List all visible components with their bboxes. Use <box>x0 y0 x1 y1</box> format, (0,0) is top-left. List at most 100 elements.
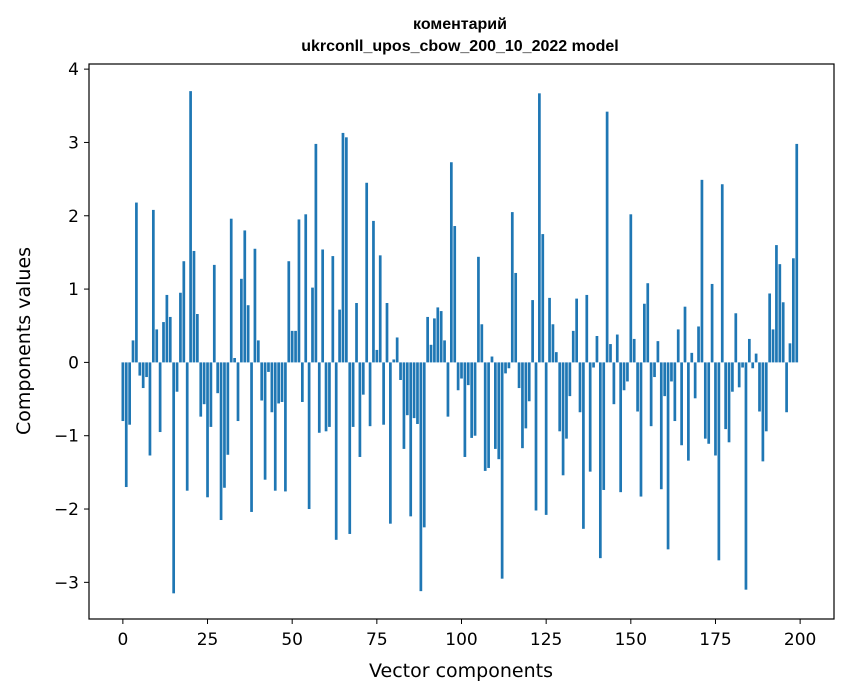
bar-191 <box>768 293 772 363</box>
bar-0 <box>121 362 125 422</box>
bar-36 <box>243 230 247 363</box>
x-tick-label-150: 150 <box>615 630 647 650</box>
bar-156 <box>649 362 653 427</box>
bar-146 <box>615 334 619 363</box>
y-tick-label-4: 4 <box>68 60 79 80</box>
bar-101 <box>463 362 467 457</box>
y-axis-ticks: −3 −2 −1 0 1 2 3 4 <box>54 60 89 593</box>
bar-105 <box>477 256 480 363</box>
bar-140 <box>595 336 599 363</box>
bar-75 <box>375 349 379 363</box>
bar-131 <box>565 362 568 439</box>
bar-52 <box>297 219 301 363</box>
bar-78 <box>385 303 389 363</box>
x-tick-label-0: 0 <box>117 630 128 650</box>
bar-28 <box>216 362 220 394</box>
bar-157 <box>653 362 656 378</box>
bar-162 <box>670 362 673 382</box>
bar-117 <box>517 362 521 389</box>
bar-71 <box>361 362 365 395</box>
bar-104 <box>473 362 477 436</box>
bar-133 <box>571 330 575 363</box>
bar-33 <box>233 358 236 363</box>
y-tick-label-2: 2 <box>68 207 79 227</box>
bar-195 <box>781 302 785 363</box>
bar-119 <box>524 362 528 429</box>
bar-124 <box>541 234 545 363</box>
bar-24 <box>202 362 206 405</box>
bar-47 <box>280 362 284 402</box>
bar-14 <box>168 316 172 363</box>
bar-38 <box>250 362 253 512</box>
bar-128 <box>554 352 558 363</box>
bar-161 <box>666 362 670 550</box>
bar-57 <box>314 143 318 363</box>
bar-8 <box>148 362 152 456</box>
bar-85 <box>409 362 413 517</box>
bar-196 <box>785 362 788 413</box>
bar-29 <box>219 362 223 521</box>
bar-197 <box>788 343 792 363</box>
bar-136 <box>582 362 585 529</box>
bar-142 <box>602 362 606 490</box>
bar-90 <box>426 316 429 363</box>
bar-112 <box>500 362 504 579</box>
bar-41 <box>260 362 264 401</box>
bar-130 <box>561 362 565 476</box>
bar-83 <box>402 362 406 449</box>
bar-67 <box>348 362 352 534</box>
x-tick-label-100: 100 <box>445 630 477 650</box>
bar-127 <box>551 324 555 363</box>
bar-95 <box>443 340 446 363</box>
bars-group <box>121 91 799 594</box>
bar-50 <box>290 330 294 363</box>
bar-188 <box>758 362 761 412</box>
bar-76 <box>378 255 382 363</box>
bar-134 <box>575 298 578 363</box>
bar-149 <box>626 362 629 382</box>
bar-88 <box>419 362 423 592</box>
bar-110 <box>494 362 497 449</box>
bar-150 <box>629 214 633 363</box>
bar-22 <box>196 314 199 363</box>
bar-49 <box>287 261 291 363</box>
bar-59 <box>321 249 325 363</box>
bar-164 <box>676 329 680 363</box>
x-tick-label-50: 50 <box>281 630 303 650</box>
y-tick-label-0: 0 <box>68 353 79 373</box>
bar-108 <box>487 362 490 468</box>
bar-199 <box>795 143 799 363</box>
bar-9 <box>151 209 155 363</box>
bar-106 <box>480 324 484 363</box>
bar-62 <box>331 256 335 363</box>
bar-60 <box>324 362 328 432</box>
bar-169 <box>693 362 697 399</box>
bar-48 <box>284 362 287 492</box>
bar-40 <box>256 340 260 363</box>
bar-26 <box>209 362 213 427</box>
bar-178 <box>724 362 727 430</box>
bar-118 <box>521 362 524 449</box>
bar-72 <box>365 182 369 363</box>
bar-152 <box>636 362 639 412</box>
bar-93 <box>436 307 440 363</box>
bar-68 <box>351 362 355 427</box>
bar-7 <box>145 362 148 378</box>
bar-129 <box>558 362 562 432</box>
bar-132 <box>568 362 572 397</box>
bar-4 <box>135 202 138 363</box>
bar-138 <box>588 362 592 472</box>
bar-61 <box>328 362 331 427</box>
bar-141 <box>598 362 602 559</box>
bar-89 <box>422 362 426 528</box>
bar-194 <box>778 264 782 363</box>
bar-174 <box>710 283 714 363</box>
bar-46 <box>277 362 280 404</box>
bar-158 <box>656 341 660 363</box>
x-tick-label-25: 25 <box>197 630 219 650</box>
chart-title: коментарий <box>413 16 507 33</box>
bar-84 <box>405 362 409 416</box>
bar-114 <box>507 362 511 369</box>
bar-170 <box>697 326 700 363</box>
